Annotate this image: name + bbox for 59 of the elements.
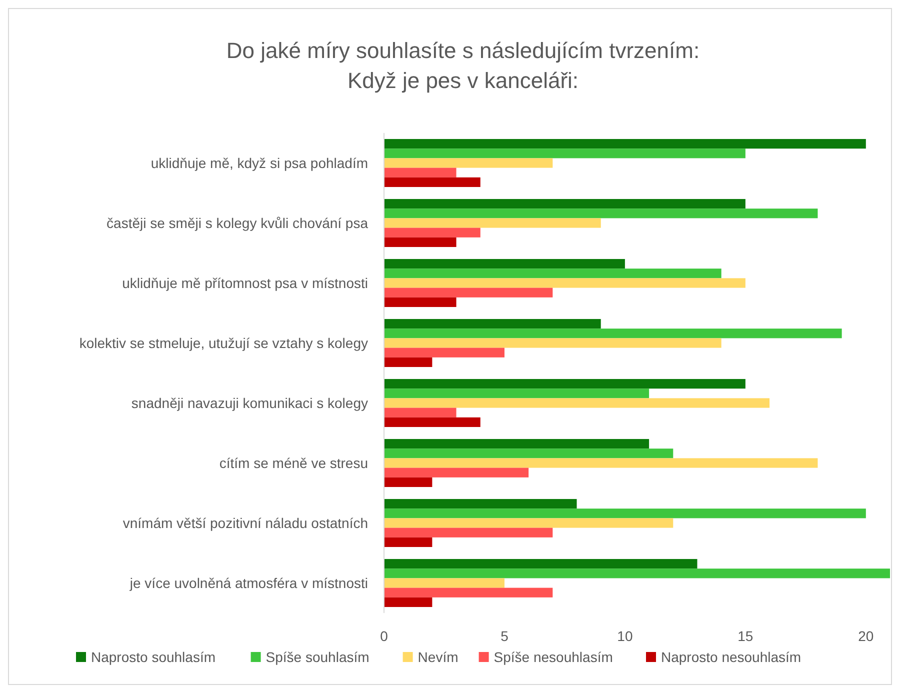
- bar: [384, 559, 698, 569]
- bar: [384, 408, 456, 418]
- x-tick-label: 20: [858, 628, 874, 644]
- bar: [384, 597, 432, 607]
- bar: [384, 297, 456, 307]
- bar: [384, 158, 553, 168]
- bar: [384, 578, 504, 588]
- y-tick-label: cítím se méně ve stresu: [219, 454, 368, 471]
- bar: [384, 208, 818, 218]
- bar: [384, 139, 866, 149]
- legend-label: Naprosto nesouhlasím: [661, 649, 802, 665]
- bar: [384, 218, 601, 228]
- legend-label: Spíše souhlasím: [266, 649, 370, 665]
- bar: [384, 499, 577, 509]
- legend-label: Spíše nesouhlasím: [494, 649, 613, 665]
- bar: [384, 319, 601, 329]
- bar: [384, 357, 432, 367]
- y-tick-label: uklidňuje mě, když si psa pohladím: [150, 154, 368, 171]
- y-tick-label: vnímám větší pozitivní náladu ostatních: [122, 514, 368, 531]
- legend-label: Nevím: [418, 649, 458, 665]
- bar: [384, 448, 674, 458]
- bar: [384, 338, 722, 348]
- bar: [384, 439, 650, 449]
- bar: [384, 177, 480, 187]
- bar: [384, 508, 866, 518]
- bar: [384, 388, 650, 398]
- bar: [384, 468, 529, 478]
- chart-title: Do jaké míry souhlasíte s následujícím tvrzením: Když je pes v kanceláři:: [226, 38, 700, 93]
- bar: [384, 417, 480, 427]
- bar: [384, 379, 746, 389]
- bar: [384, 268, 722, 278]
- bar: [384, 237, 456, 247]
- x-tick-label: 5: [500, 628, 509, 644]
- bar: [384, 259, 625, 269]
- bar: [384, 168, 456, 178]
- legend-label: Naprosto souhlasím: [91, 649, 216, 665]
- bar: [384, 588, 553, 598]
- bar: [384, 537, 432, 547]
- bar: [384, 328, 842, 338]
- bar: [384, 288, 553, 298]
- bar: [384, 348, 504, 358]
- y-tick-label: častěji se směji s kolegy kvůli chování psa: [106, 214, 368, 231]
- bar: [384, 458, 818, 468]
- x-tick-label: 10: [617, 628, 633, 644]
- y-tick-label: je více uvolněná atmosféra v místnosti: [128, 574, 368, 591]
- bar: [384, 228, 480, 238]
- y-tick-label: snadněji navazuji komunikaci s kolegy: [131, 394, 368, 411]
- y-tick-label: uklidňuje mě přítomnost psa v místnosti: [122, 274, 368, 291]
- x-tick-label: 0: [380, 628, 388, 644]
- bar: [384, 199, 746, 209]
- bar: [384, 148, 746, 158]
- bar: [384, 568, 890, 578]
- bar: [384, 518, 674, 528]
- bar: [384, 477, 432, 487]
- y-tick-label: kolektiv se stmeluje, utužují se vztahy s kolegy: [79, 334, 368, 351]
- bar: [384, 278, 746, 288]
- x-tick-label: 15: [738, 628, 754, 644]
- bar: [384, 398, 770, 408]
- bar: [384, 528, 553, 538]
